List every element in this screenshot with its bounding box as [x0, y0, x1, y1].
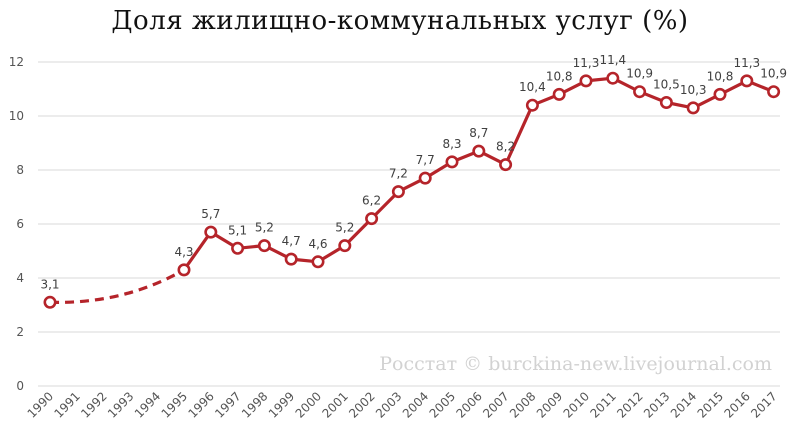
data-point: [472, 144, 486, 158]
data-label: 3,1: [40, 277, 59, 291]
x-tick-label: 1995: [159, 389, 190, 420]
y-tick-label: 6: [16, 217, 24, 231]
data-point: [43, 295, 57, 309]
data-label: 10,8: [546, 69, 573, 83]
data-label: 10,3: [680, 83, 707, 97]
data-point: [713, 87, 727, 101]
data-label: 7,7: [416, 153, 435, 167]
data-point: [257, 239, 271, 253]
series-points: [43, 71, 781, 309]
data-label: 10,5: [653, 78, 680, 92]
data-label: 8,3: [442, 137, 461, 151]
x-tick-label: 2006: [453, 389, 484, 420]
data-point: [284, 252, 298, 266]
x-tick-label: 2017: [748, 389, 779, 420]
x-tick-label: 2015: [695, 389, 726, 420]
x-tick-label: 2007: [480, 389, 511, 420]
data-point: [204, 225, 218, 239]
x-tick-label: 2013: [641, 389, 672, 420]
series-gap-dashed-line: [49, 268, 185, 304]
y-tick-label: 8: [16, 163, 24, 177]
x-tick-label: 2008: [507, 389, 538, 420]
x-tick-label: 2009: [534, 389, 565, 420]
data-label: 5,1: [228, 223, 247, 237]
data-point: [338, 239, 352, 253]
x-tick-label: 1991: [51, 389, 82, 420]
data-label: 11,4: [599, 53, 626, 67]
data-point: [740, 74, 754, 88]
x-tick-label: 1990: [25, 389, 56, 420]
data-point: [552, 87, 566, 101]
chart-title: Доля жилищно-коммунальных услуг (%): [111, 6, 689, 36]
x-tick-label: 2016: [721, 389, 752, 420]
data-point: [311, 255, 325, 269]
data-label: 7,2: [389, 167, 408, 181]
data-point: [445, 155, 459, 169]
x-tick-label: 2003: [373, 389, 404, 420]
series-lines: [49, 76, 775, 304]
x-tick-label: 1993: [105, 389, 136, 420]
data-label: 8,7: [469, 126, 488, 140]
x-tick-label: 1992: [78, 389, 109, 420]
data-label: 10,9: [626, 67, 653, 81]
data-label: 10,9: [760, 67, 787, 81]
data-point: [659, 96, 673, 110]
x-tick-label: 1997: [212, 389, 243, 420]
x-tick-label: 2005: [427, 389, 458, 420]
y-tick-label: 4: [16, 271, 24, 285]
data-label: 11,3: [733, 56, 760, 70]
data-label: 10,8: [707, 69, 734, 83]
data-point: [391, 185, 405, 199]
data-point: [177, 263, 191, 277]
y-tick-label: 12: [9, 55, 24, 69]
grid-lines: [38, 61, 780, 387]
data-point: [767, 85, 781, 99]
x-tick-label: 2014: [668, 389, 699, 420]
y-axis-ticks: 0 2 4 6 8 10 12: [9, 55, 24, 393]
x-tick-label: 1996: [185, 389, 216, 420]
x-tick-label: 1994: [132, 389, 163, 420]
data-label: 5,7: [201, 207, 220, 221]
data-label: 10,4: [519, 80, 546, 94]
data-label: 5,2: [255, 221, 274, 235]
x-tick-label: 1998: [239, 389, 270, 420]
x-tick-label: 2011: [587, 389, 618, 420]
x-tick-label: 2004: [400, 389, 431, 420]
x-axis-ticks: 1990199119921993199419951996199719981999…: [25, 389, 780, 420]
data-point: [231, 241, 245, 255]
data-label: 8,2: [496, 140, 515, 154]
x-tick-label: 1999: [266, 389, 297, 420]
x-tick-label: 2010: [561, 389, 592, 420]
data-labels: 3,1 4,3 5,7 5,1 5,2 4,7 4,6 5,2 6,2 7,2 7,7 8,3 8,7 8…: [40, 53, 787, 291]
data-point: [365, 212, 379, 226]
y-tick-label: 0: [16, 379, 24, 393]
data-point: [686, 101, 700, 115]
data-point: [525, 98, 539, 112]
data-point: [579, 74, 593, 88]
data-label: 4,3: [174, 245, 193, 259]
watermark-text: Росстат © burckina-new.livejournal.com: [379, 353, 772, 375]
data-label: 6,2: [362, 194, 381, 208]
data-point: [499, 158, 513, 172]
data-label: 11,3: [573, 56, 600, 70]
y-tick-label: 10: [9, 109, 24, 123]
data-point: [633, 85, 647, 99]
x-tick-label: 2000: [293, 389, 324, 420]
data-point: [418, 171, 432, 185]
x-tick-label: 2012: [614, 389, 645, 420]
data-label: 5,2: [335, 221, 354, 235]
data-point: [606, 71, 620, 85]
x-tick-label: 2001: [319, 389, 350, 420]
series-line: [182, 76, 775, 271]
y-tick-label: 2: [16, 325, 24, 339]
x-tick-label: 2002: [346, 389, 377, 420]
data-label: 4,6: [308, 237, 327, 251]
data-label: 4,7: [282, 234, 301, 248]
